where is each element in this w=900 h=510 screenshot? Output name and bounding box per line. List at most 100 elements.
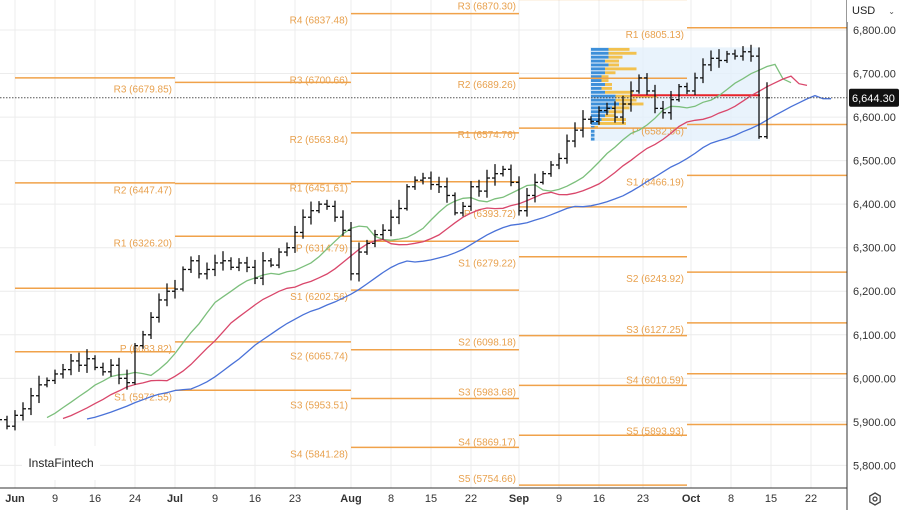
pivot-label: P (6393.72)	[464, 209, 516, 220]
x-tick-label: 9	[556, 493, 562, 505]
volume-bar-sell	[615, 98, 637, 102]
ma-line-jaw	[86, 94, 831, 420]
currency-selector[interactable]: USD ⌄	[847, 0, 900, 22]
pivot-label: R1 (6451.61)	[290, 184, 348, 195]
volume-bar-sell	[605, 114, 616, 118]
x-tick-label: 8	[728, 493, 734, 505]
pivot-label: S1 (6466.19)	[626, 177, 684, 188]
x-tick-label: 22	[805, 493, 817, 505]
volume-bar-sell	[608, 55, 623, 59]
y-tick-label: 5,800.00	[853, 460, 896, 472]
volume-bar-sell	[605, 59, 619, 63]
pivot-levels: R3 (6679.85) R2 (6447.47) R1 (6326.20) P (6…	[15, 0, 847, 486]
volume-bar-buy	[591, 102, 619, 106]
value-area-box	[590, 47, 760, 142]
pivot-label: S4 (5841.28)	[290, 449, 348, 460]
pivot-label: R3 (6870.30)	[458, 1, 516, 12]
pivot-label: S1 (6279.22)	[458, 259, 516, 270]
volume-bar-buy	[591, 47, 609, 51]
volume-bar-buy	[591, 133, 595, 137]
volume-bar-sell	[608, 47, 630, 51]
volume-bar-buy	[591, 86, 602, 90]
volume-bar-buy	[591, 71, 605, 75]
x-tick-label: 22	[465, 493, 477, 505]
pivot-label: S1 (6202.56)	[290, 292, 348, 303]
x-tick-label: 15	[765, 493, 777, 505]
volume-bar-sell	[605, 71, 616, 75]
pivot-label: R1 (6326.20)	[114, 238, 172, 249]
x-tick-label: 15	[425, 493, 437, 505]
volume-bar-sell	[601, 79, 609, 83]
pivot-label: S4 (6010.59)	[626, 376, 684, 387]
pivot-label: S5 (5754.66)	[458, 474, 516, 485]
volume-bar-buy	[591, 118, 602, 122]
volume-bar-buy	[591, 90, 605, 94]
pivot-label: S3 (6127.25)	[626, 325, 684, 336]
grid	[0, 0, 847, 488]
pivot-label: R2 (6447.47)	[114, 185, 172, 196]
volume-bar-buy	[591, 94, 616, 98]
pivot-label: P (6083.82)	[120, 344, 172, 355]
volume-bar-sell	[605, 90, 633, 94]
volume-bar-buy	[591, 63, 609, 67]
pivot-label: R3 (6679.85)	[114, 84, 172, 95]
volume-bar-buy	[591, 75, 602, 79]
volume-bar-buy	[591, 137, 595, 141]
settings-button[interactable]	[866, 490, 884, 508]
pivot-label: S2 (6065.74)	[290, 352, 348, 363]
volume-bar-buy	[591, 83, 605, 86]
last-price-label: 6,644.30	[852, 93, 895, 105]
x-tick-label: Jul	[167, 493, 183, 505]
pivot-label: R1 (6805.13)	[626, 30, 684, 41]
x-tick-label: Sep	[509, 493, 529, 505]
pivot-label: S3 (5983.68)	[458, 387, 516, 398]
ohlc-bars	[0, 44, 770, 431]
volume-bar-buy	[591, 59, 605, 63]
y-tick-label: 6,000.00	[853, 373, 896, 385]
pivot-label: S3 (5953.51)	[290, 401, 348, 412]
y-tick-label: 6,300.00	[853, 243, 896, 255]
x-tick-label: 16	[249, 493, 261, 505]
gear-icon	[869, 492, 881, 506]
volume-bar-buy	[591, 110, 609, 114]
x-tick-label: 16	[89, 493, 101, 505]
x-tick-label: 23	[637, 493, 649, 505]
currency-label: USD	[852, 5, 876, 17]
volume-bar-sell	[612, 106, 630, 110]
ma-line-teeth	[62, 75, 808, 420]
volume-bar-buy	[591, 122, 598, 125]
pivot-label: R2 (6689.26)	[458, 80, 516, 91]
volume-bar-buy	[591, 79, 602, 83]
y-tick-label: 6,500.00	[853, 156, 896, 168]
volume-bar-sell	[598, 122, 626, 125]
volume-bar-buy	[591, 67, 605, 71]
y-tick-label: 6,700.00	[853, 69, 896, 81]
y-tick-label: 6,600.00	[853, 112, 896, 124]
pivot-label: R1 (6574.76)	[458, 130, 516, 141]
pivot-label: S5 (5893.93)	[626, 427, 684, 438]
pivot-label: P (6314.79)	[296, 243, 348, 254]
y-tick-label: 6,400.00	[853, 199, 896, 211]
x-tick-label: 9	[212, 493, 218, 505]
y-tick-label: 5,900.00	[853, 417, 896, 429]
alligator-lines	[46, 63, 831, 420]
volume-bar-sell	[601, 86, 612, 90]
volume-bar-sell	[601, 75, 609, 79]
volume-profile	[590, 47, 760, 142]
x-tick-label: Jun	[5, 493, 25, 505]
x-tick-label: Aug	[340, 493, 361, 505]
x-tick-label: 9	[52, 493, 58, 505]
volume-bar-sell	[605, 83, 612, 86]
x-tick-label: 24	[129, 493, 141, 505]
x-tick-label: 16	[593, 493, 605, 505]
ma-line-lips	[46, 63, 792, 419]
pivot-label: S2 (6098.18)	[458, 338, 516, 349]
volume-bar-buy	[591, 55, 609, 59]
volume-bar-buy	[591, 51, 609, 55]
y-tick-label: 6,800.00	[853, 25, 896, 37]
watermark-logo: InstaFintech	[22, 446, 100, 480]
pivot-label: R2 (6563.84)	[290, 135, 348, 146]
volume-bar-sell	[608, 63, 619, 67]
